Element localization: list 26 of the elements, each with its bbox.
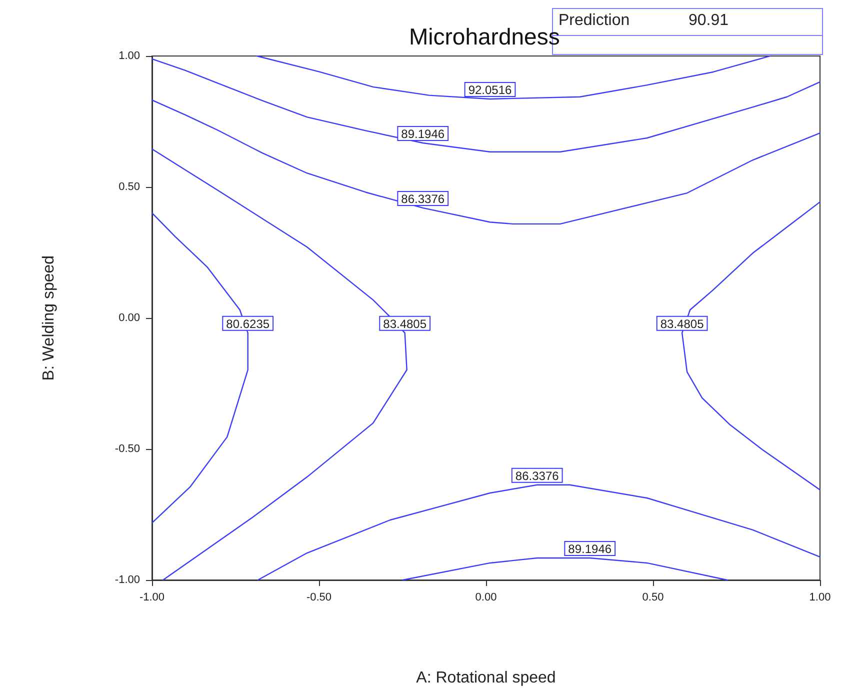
chart-title: Microhardness: [409, 24, 560, 50]
x-axis-title: A: Rotational speed: [416, 670, 556, 686]
series-label: 89.1946: [401, 126, 445, 141]
series-label: 80.6235: [226, 316, 270, 331]
y-tick-label: 0.00: [118, 312, 140, 324]
text: Prediction: [558, 12, 630, 29]
y-tick-label: -1.00: [114, 574, 140, 586]
line-series: [151, 58, 821, 152]
series-label: 86.3376: [515, 468, 560, 483]
line-series: [256, 55, 770, 100]
x-tick-label: 1.00: [809, 592, 831, 604]
y-tick-label: 1.00: [118, 50, 140, 62]
y-tick-label: -0.50: [114, 443, 140, 455]
x-tick-label: -1.00: [139, 592, 165, 604]
series-label: 92.0516: [468, 82, 512, 97]
x-tick-label: 0.00: [475, 592, 497, 604]
y-tick-label: 0.50: [118, 181, 140, 193]
series-label: 83.4805: [383, 316, 427, 331]
text: 90.91: [688, 12, 729, 29]
series-label: 86.3376: [401, 192, 445, 206]
x-tick-label: -0.50: [306, 592, 332, 604]
series-label: 89.1946: [568, 542, 612, 556]
series-label: 83.4805: [660, 316, 704, 331]
x-tick-label: 0.50: [642, 592, 664, 604]
line-series: [151, 99, 821, 225]
y-axis-title: B: Welding speed: [40, 255, 58, 381]
